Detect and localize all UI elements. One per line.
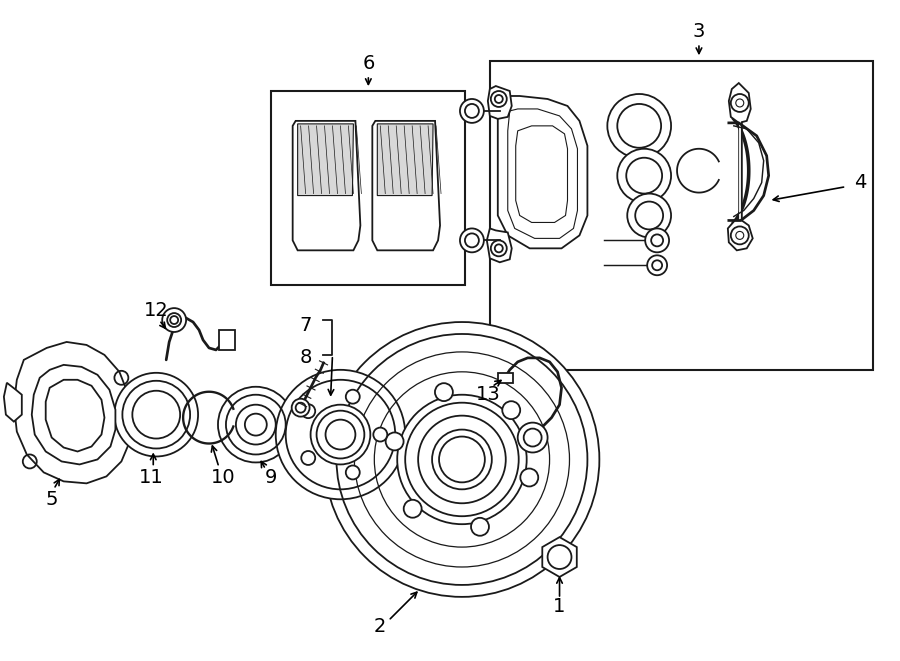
Circle shape — [114, 373, 198, 457]
Polygon shape — [377, 124, 433, 196]
Text: 4: 4 — [854, 173, 867, 192]
Polygon shape — [543, 537, 577, 577]
Circle shape — [731, 227, 749, 245]
Circle shape — [645, 229, 669, 253]
Circle shape — [502, 401, 520, 419]
Text: 12: 12 — [144, 301, 168, 319]
Circle shape — [218, 387, 293, 463]
Bar — [498, 373, 513, 383]
Circle shape — [292, 399, 310, 416]
Circle shape — [162, 308, 186, 332]
Text: 10: 10 — [211, 468, 235, 487]
Circle shape — [617, 149, 671, 202]
Circle shape — [491, 91, 507, 107]
Circle shape — [275, 370, 405, 499]
Circle shape — [386, 432, 403, 450]
Circle shape — [302, 404, 315, 418]
Circle shape — [346, 465, 360, 479]
Circle shape — [627, 194, 671, 237]
Polygon shape — [508, 109, 578, 239]
Text: 11: 11 — [139, 468, 164, 487]
Polygon shape — [516, 126, 568, 223]
Bar — [271, 91, 465, 285]
Polygon shape — [498, 96, 588, 249]
Polygon shape — [728, 221, 752, 251]
Polygon shape — [488, 86, 512, 119]
Bar — [490, 61, 873, 370]
Text: 5: 5 — [45, 490, 58, 509]
Polygon shape — [373, 121, 440, 251]
Circle shape — [302, 451, 315, 465]
Polygon shape — [14, 342, 131, 483]
Circle shape — [465, 233, 479, 247]
Text: 13: 13 — [475, 385, 500, 405]
Polygon shape — [32, 365, 115, 465]
Text: 7: 7 — [300, 315, 311, 334]
Circle shape — [325, 322, 599, 597]
Circle shape — [460, 99, 484, 123]
Circle shape — [495, 245, 503, 253]
Circle shape — [495, 95, 503, 103]
Polygon shape — [46, 380, 104, 451]
Circle shape — [491, 241, 507, 256]
Circle shape — [435, 383, 453, 401]
Text: 3: 3 — [693, 22, 705, 41]
Polygon shape — [4, 383, 22, 422]
Circle shape — [374, 428, 387, 442]
Circle shape — [471, 518, 489, 536]
Text: 6: 6 — [362, 54, 374, 73]
Circle shape — [346, 390, 360, 404]
Circle shape — [520, 469, 538, 486]
Polygon shape — [487, 229, 512, 262]
Circle shape — [518, 422, 547, 453]
Text: 8: 8 — [300, 348, 311, 368]
Bar — [219, 330, 235, 350]
Text: 1: 1 — [554, 598, 566, 616]
Circle shape — [432, 430, 491, 489]
Polygon shape — [729, 83, 751, 123]
Circle shape — [310, 405, 370, 465]
Circle shape — [731, 94, 749, 112]
Text: 9: 9 — [265, 468, 277, 487]
Circle shape — [608, 94, 671, 158]
Text: 2: 2 — [374, 617, 386, 637]
Circle shape — [465, 104, 479, 118]
Circle shape — [167, 313, 181, 327]
Polygon shape — [298, 124, 354, 196]
Circle shape — [404, 500, 421, 518]
Circle shape — [460, 229, 484, 253]
Circle shape — [397, 395, 526, 524]
Polygon shape — [292, 121, 360, 251]
Circle shape — [647, 255, 667, 275]
